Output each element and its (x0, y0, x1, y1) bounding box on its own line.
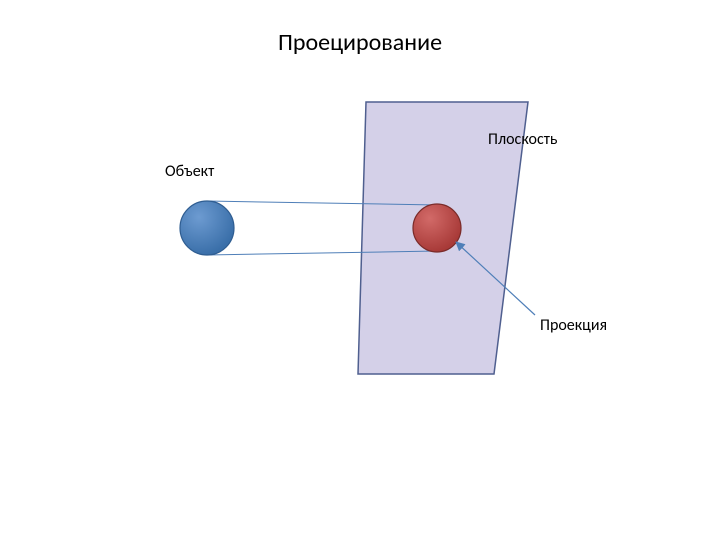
object-label: Объект (165, 162, 214, 181)
diagram-stage: Проецирование Объект Плоскость (0, 0, 720, 540)
projection-diagram (0, 0, 720, 540)
projection-label: Проекция (540, 316, 607, 335)
object-circle (180, 201, 234, 255)
projected-circle (413, 204, 461, 252)
plane-label: Плоскость (488, 130, 557, 149)
